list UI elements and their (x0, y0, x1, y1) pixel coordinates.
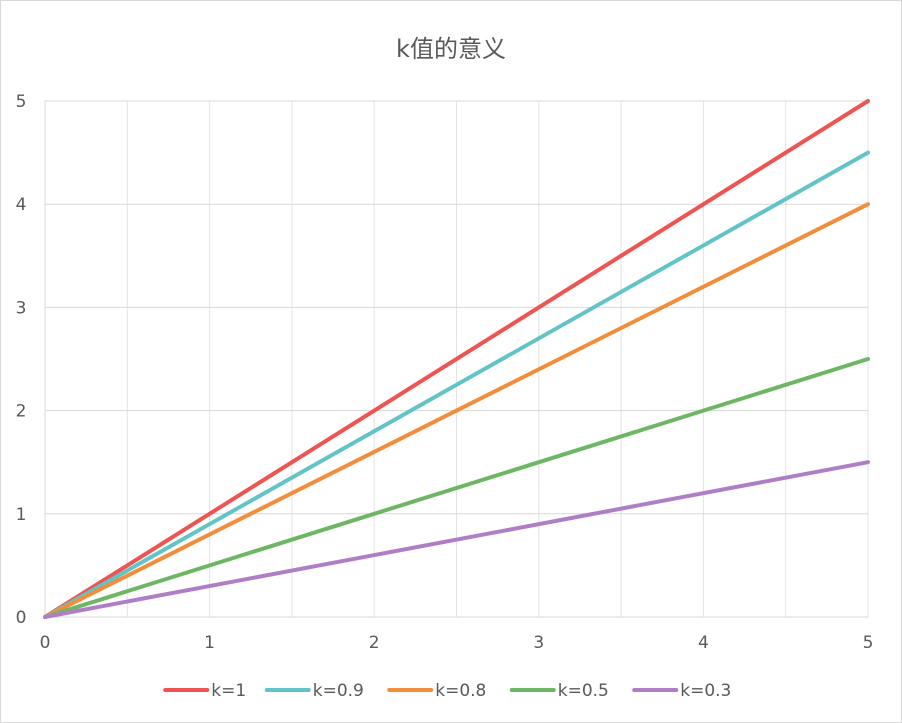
series-lines (43, 99, 870, 619)
legend-label: k=0.9 (313, 681, 364, 701)
legend-item: k=0.3 (632, 681, 731, 701)
series-line-2 (43, 202, 870, 619)
legend-label: k=0.8 (435, 681, 486, 701)
series-line-4 (43, 460, 870, 619)
legend-item: k=0.8 (387, 681, 486, 701)
y-tick-label: 0 (16, 608, 27, 628)
legend: k=1 k=0.9 k=0.8 k=0.5 k=0.3 (163, 681, 731, 701)
legend-label: k=0.5 (558, 681, 609, 701)
x-tick-label: 5 (863, 633, 874, 653)
series-line-3 (43, 357, 870, 619)
x-tick-label: 1 (204, 633, 215, 653)
legend-label: k=0.3 (680, 681, 731, 701)
y-tick-label: 4 (16, 195, 27, 215)
x-tick-label: 4 (698, 633, 709, 653)
chart-title: k值的意义 (396, 35, 506, 63)
legend-item: k=0.5 (509, 681, 609, 701)
x-tick-label: 2 (369, 633, 380, 653)
tick-labels: 0 1 2 3 4 5 0 1 2 3 4 5 (16, 92, 874, 653)
x-tick-label: 3 (533, 633, 544, 653)
legend-item: k=0.9 (264, 681, 364, 701)
series-line-1 (43, 150, 870, 619)
legend-item: k=1 (163, 681, 246, 701)
y-tick-label: 1 (16, 505, 27, 525)
y-tick-label: 3 (16, 298, 27, 318)
y-tick-label: 5 (16, 92, 27, 112)
x-tick-label: 0 (40, 633, 51, 653)
series-line-0 (43, 99, 870, 619)
y-tick-label: 2 (16, 402, 27, 422)
legend-label: k=1 (211, 681, 246, 701)
